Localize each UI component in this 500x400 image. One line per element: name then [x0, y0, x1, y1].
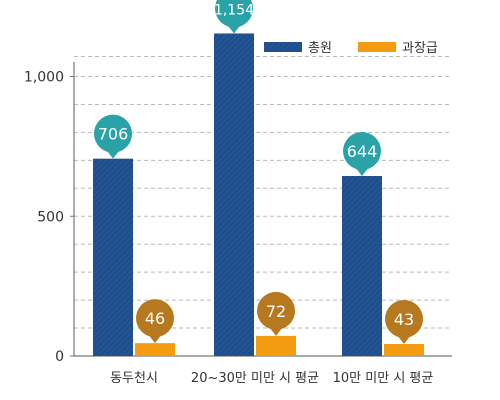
legend-label: 과장급: [402, 41, 438, 56]
value-label: 644: [347, 142, 378, 161]
value-label: 46: [145, 309, 165, 328]
bubble-circle: [343, 132, 381, 171]
legend-item: 총원: [264, 41, 332, 56]
bar-manager: [384, 343, 424, 356]
x-tick-label: 10만 미만 시 평균: [333, 371, 434, 386]
value-bubble: 72: [257, 291, 295, 336]
value-bubble: 43: [385, 299, 423, 344]
legend-swatch: [264, 42, 302, 52]
bar-manager: [256, 335, 296, 356]
value-label: 72: [266, 302, 286, 321]
bubble-circle: [385, 299, 423, 338]
bubble-circle: [257, 291, 295, 330]
bars: [93, 33, 424, 356]
bar-manager: [135, 343, 175, 356]
x-tick-label: 동두천시: [110, 371, 158, 386]
value-label: 43: [394, 310, 414, 329]
bar-total: [93, 158, 133, 356]
legend-swatch: [358, 42, 396, 52]
value-bubble: 706: [94, 114, 132, 159]
value-bubble: 644: [343, 132, 381, 177]
bubble-circle: [215, 0, 253, 28]
gridlines: [74, 56, 452, 329]
value-bubble: 46: [136, 299, 174, 344]
x-tick-labels: 동두천시 20~30만 미만 시 평균 10만 미만 시 평균: [110, 371, 433, 386]
bubble-circle: [136, 299, 174, 338]
legend-item: 과장급: [358, 41, 438, 56]
x-tick-label: 20~30만 미만 시 평균: [191, 371, 319, 386]
y-tick-label: 0: [55, 349, 64, 365]
value-labels: 706 46 1,154 72 644 43: [94, 0, 423, 344]
bar-total: [342, 176, 382, 356]
value-label: 1,154: [214, 2, 254, 18]
legend: 총원 과장급: [264, 41, 438, 56]
legend-label: 총원: [308, 41, 332, 56]
y-tick-label: 1,000: [24, 70, 64, 86]
value-bubble: 1,154: [214, 0, 254, 34]
value-label: 706: [98, 125, 129, 144]
y-tick-labels: 0 500 1,000: [24, 70, 74, 365]
bubble-circle: [94, 114, 132, 153]
bar-total: [214, 33, 254, 356]
y-tick-label: 500: [37, 209, 64, 225]
